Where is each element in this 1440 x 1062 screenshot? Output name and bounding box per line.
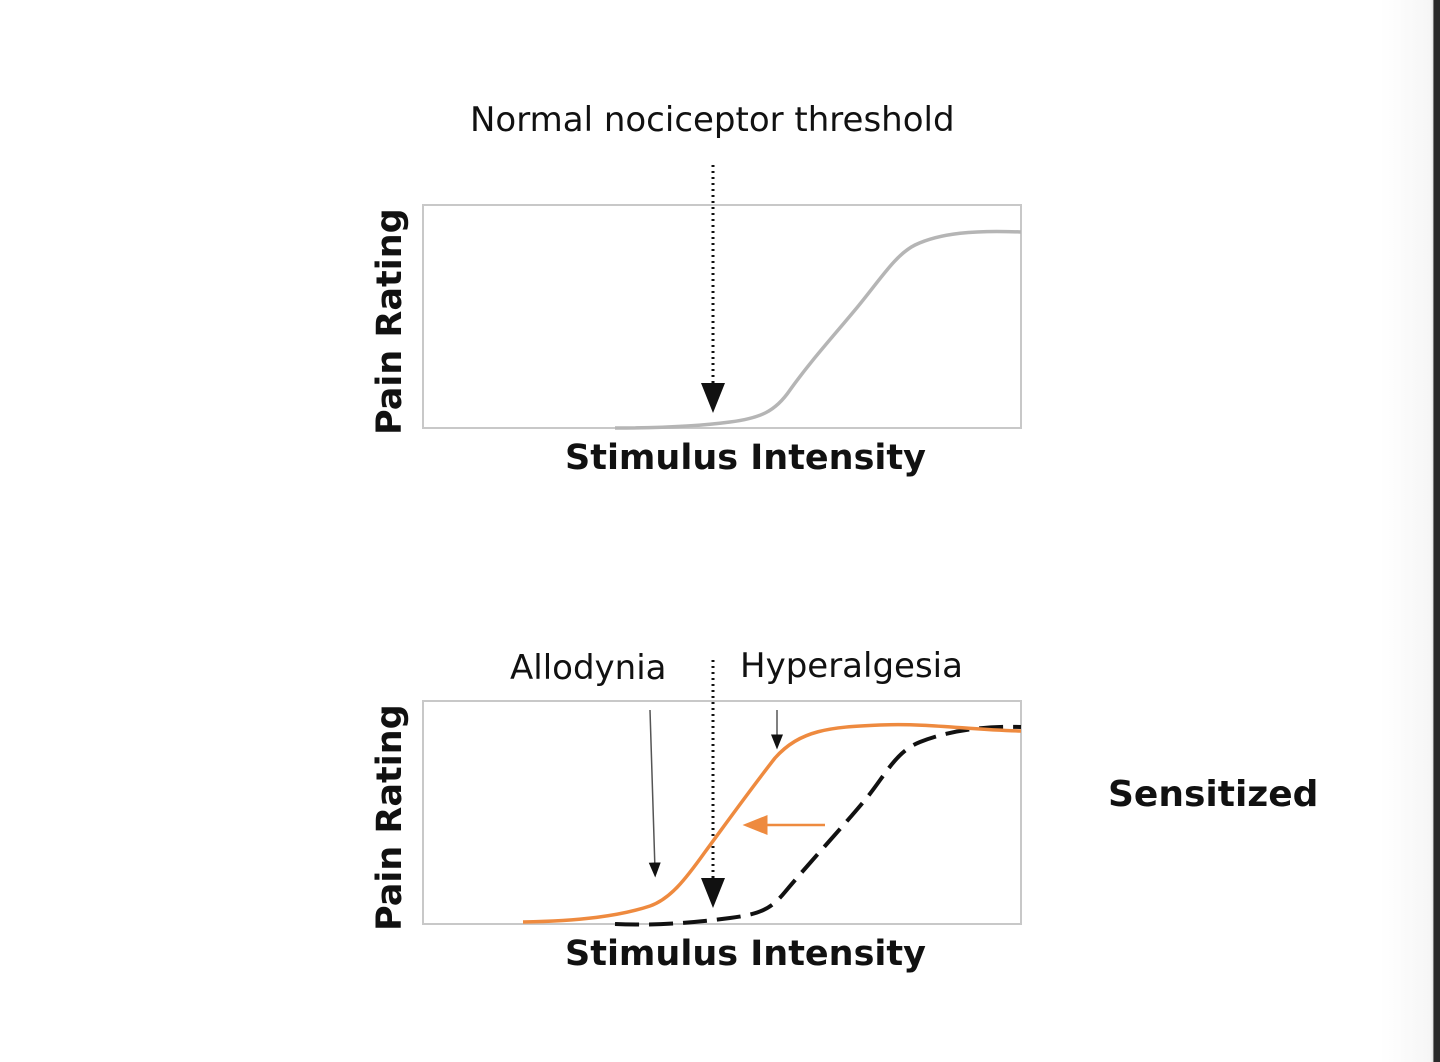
sensitized-label: Sensitized [1108, 774, 1319, 815]
window-edge [1380, 0, 1440, 1062]
normal-threshold-title: Normal nociceptor threshold [470, 100, 955, 140]
top-x-axis-label: Stimulus Intensity [565, 438, 926, 478]
bottom-y-axis-label: Pain Rating [370, 704, 410, 931]
sensitized-response-curve [522, 722, 1022, 924]
bottom-x-axis-label: Stimulus Intensity [565, 934, 926, 974]
baseline-response-curve [614, 724, 1022, 927]
hyperalgesia-label: Hyperalgesia [740, 646, 963, 686]
allodynia-label: Allodynia [510, 648, 667, 688]
allodynia-arrow [648, 709, 661, 878]
top-plot-frame [422, 204, 1022, 429]
normal-response-curve [614, 229, 1022, 430]
bottom-plot-frame [422, 700, 1022, 925]
